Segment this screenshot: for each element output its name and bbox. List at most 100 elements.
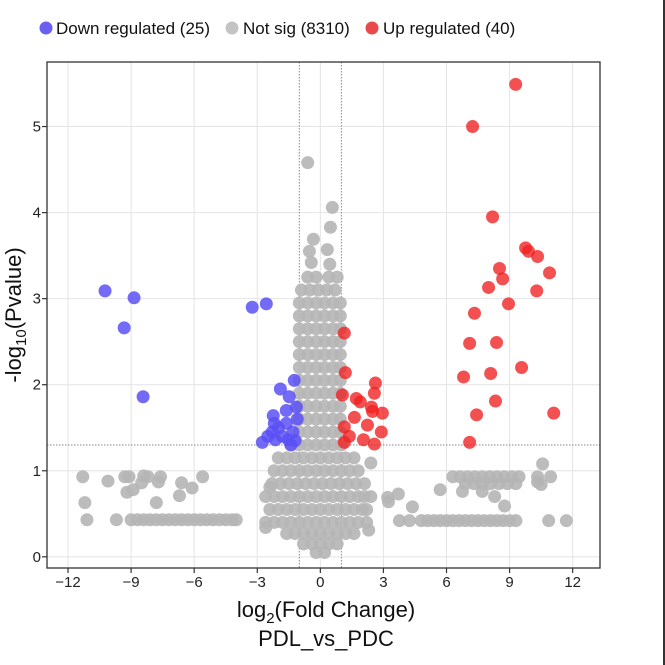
data-point: [172, 489, 186, 503]
x-tick-label: 3: [379, 574, 387, 591]
data-point: [534, 478, 548, 492]
data-point: [259, 297, 273, 311]
y-tick-label: 5: [33, 119, 41, 136]
plot-border: [46, 61, 601, 569]
data-point: [175, 476, 189, 490]
data-point: [323, 220, 337, 234]
data-point: [374, 425, 388, 439]
data-point: [279, 404, 293, 418]
data-point: [530, 284, 544, 298]
data-point: [496, 272, 510, 286]
y-tick-label: 4: [33, 205, 41, 222]
data-point: [490, 336, 504, 350]
data-point: [405, 500, 419, 514]
data-point: [271, 421, 285, 435]
data-point: [98, 284, 112, 298]
data-point: [333, 348, 347, 362]
series-not-sig: [76, 156, 573, 560]
data-point: [117, 321, 131, 335]
data-point: [151, 475, 165, 489]
data-point: [543, 266, 557, 280]
data-point: [333, 399, 347, 413]
data-point: [542, 514, 556, 528]
data-point: [367, 437, 381, 451]
data-point: [333, 309, 347, 323]
data-point: [368, 376, 382, 390]
data-point: [498, 499, 512, 513]
data-point: [127, 291, 141, 305]
y-tick-label: 1: [33, 463, 41, 480]
data-point: [457, 370, 471, 384]
x-tick-label: −3: [249, 574, 266, 591]
data-point: [80, 513, 94, 527]
data-point: [263, 480, 277, 494]
data-point: [509, 77, 523, 91]
data-point: [320, 243, 334, 257]
x-tick-label: −9: [123, 574, 140, 591]
data-point: [362, 523, 376, 537]
x-axis-label-suffix: (Fold Change): [275, 597, 416, 622]
data-point: [482, 280, 496, 294]
data-point: [391, 487, 405, 501]
data-point: [135, 476, 149, 490]
legend-label-up: Up regulated (40): [383, 19, 515, 38]
data-point: [360, 418, 374, 432]
x-tick-label: 0: [316, 574, 324, 591]
data-point: [547, 406, 561, 420]
data-point: [229, 513, 243, 527]
data-point: [488, 490, 502, 504]
data-point: [306, 232, 320, 246]
x-tick-label: 12: [564, 574, 581, 591]
data-point: [531, 249, 545, 263]
data-point: [325, 200, 339, 214]
data-point: [337, 435, 351, 449]
data-point: [287, 373, 301, 387]
data-point: [536, 457, 550, 471]
data-point: [328, 283, 342, 297]
x-tick-label: 9: [505, 574, 513, 591]
data-point: [78, 496, 92, 510]
data-point: [392, 514, 406, 528]
x-tick-label: −6: [186, 574, 203, 591]
data-point: [347, 410, 361, 424]
data-point: [149, 496, 163, 510]
data-point: [337, 420, 351, 434]
data-point: [364, 400, 378, 414]
data-point: [338, 366, 352, 380]
data-point: [502, 297, 516, 311]
data-point: [309, 270, 323, 284]
data-point: [356, 433, 370, 447]
data-point: [76, 470, 90, 484]
data-point: [463, 336, 477, 350]
data-point: [509, 477, 523, 491]
data-point: [301, 156, 315, 170]
x-axis-label-prefix: log: [237, 597, 266, 622]
legend-marker-notsig: [225, 21, 239, 35]
data-point: [381, 495, 395, 509]
data-point: [335, 388, 349, 402]
data-point: [367, 386, 381, 400]
data-point: [284, 438, 298, 452]
data-point: [323, 257, 337, 271]
data-point: [492, 262, 506, 276]
data-point: [475, 484, 489, 498]
data-point: [486, 210, 500, 224]
data-point: [353, 395, 367, 409]
data-point: [337, 326, 351, 340]
data-point: [509, 514, 523, 528]
points: [76, 77, 573, 560]
data-point: [136, 390, 150, 404]
data-point: [261, 429, 275, 443]
legend-label-notsig: Not sig (8310): [243, 19, 350, 38]
data-point: [333, 296, 347, 310]
data-point: [109, 513, 123, 527]
y-tick-label: 0: [33, 549, 41, 566]
data-point: [282, 390, 296, 404]
data-point: [302, 244, 316, 258]
data-point: [455, 484, 469, 498]
data-point: [488, 394, 502, 408]
chart-subtitle: PDL_vs_PDC: [258, 626, 394, 651]
data-point: [347, 451, 361, 465]
data-point: [289, 400, 303, 414]
